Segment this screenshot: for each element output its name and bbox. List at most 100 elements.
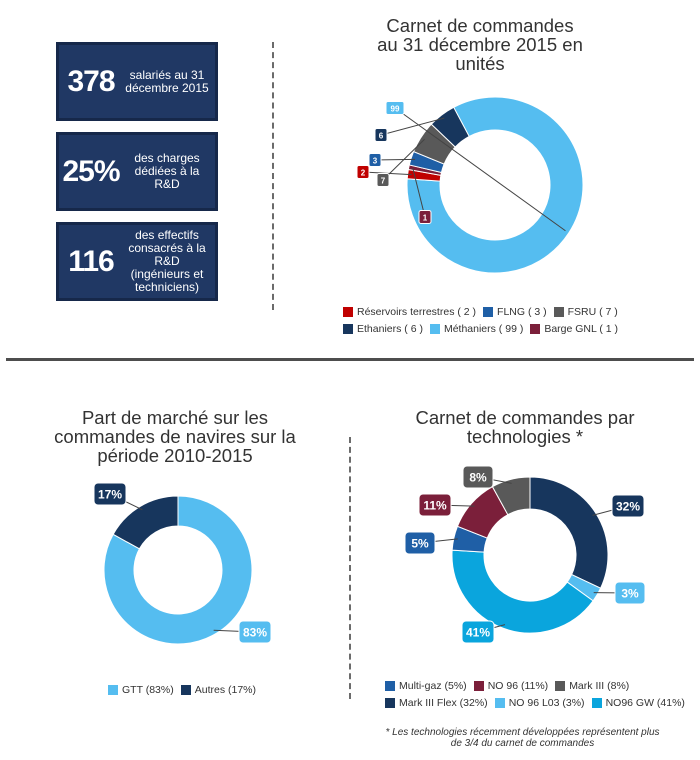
legend-swatch bbox=[108, 684, 118, 695]
data-label: 6 bbox=[379, 132, 384, 141]
legend-item: Barge GNL ( 1 ) bbox=[530, 323, 618, 335]
legend-market-share: GTT (83%) Autres (17%) bbox=[108, 681, 263, 698]
horizontal-divider bbox=[6, 358, 694, 361]
legend-swatch bbox=[494, 697, 505, 708]
stat-box-employees: 378 salariés au 31 décembre 2015 bbox=[56, 42, 218, 121]
legend-item: Méthaniers ( 99 ) bbox=[429, 322, 524, 335]
leader-line bbox=[374, 158, 416, 161]
donut-slice-autres bbox=[112, 495, 179, 550]
stat-value: 116 bbox=[68, 244, 114, 278]
legend-label: GTT (83%) bbox=[122, 683, 174, 696]
donut-chart-market-share: 83% 17% bbox=[93, 482, 272, 645]
data-label-box bbox=[385, 101, 405, 115]
data-label-box bbox=[418, 493, 452, 517]
donut-slice-ethaniers bbox=[430, 106, 470, 148]
vertical-divider-bottom bbox=[349, 437, 351, 699]
legend-swatch bbox=[530, 323, 541, 334]
legend-label: FLNG ( 3 ) bbox=[497, 305, 547, 318]
leader-line bbox=[412, 167, 426, 218]
legend-item: NO 96 L03 (3%) bbox=[494, 696, 585, 709]
data-label: 32% bbox=[616, 500, 640, 514]
data-label: 11% bbox=[423, 499, 447, 513]
legend-label: Méthaniers ( 99 ) bbox=[443, 322, 524, 335]
legend-label: Multi-gaz (5%) bbox=[399, 679, 467, 692]
legend-item: NO96 GW (41%) bbox=[591, 696, 685, 709]
legend-swatch bbox=[429, 323, 440, 334]
data-label: 8% bbox=[469, 471, 487, 485]
data-label: 3% bbox=[621, 587, 639, 601]
data-label-box bbox=[356, 165, 370, 179]
donut-chart-technologies: 5% 11% 8% 32% 3% 41% bbox=[404, 465, 646, 644]
data-label-box bbox=[238, 620, 272, 644]
legend-item: Autres (17%) bbox=[180, 683, 257, 696]
legend-item: Réservoirs terrestres ( 2 ) bbox=[343, 306, 476, 318]
legend-swatch bbox=[343, 323, 353, 334]
leader-line bbox=[394, 107, 566, 232]
legend-label: Mark III Flex (32%) bbox=[399, 696, 488, 709]
data-label-box bbox=[614, 581, 646, 605]
donut-chart-orders-units: 23 7 6 99 1 bbox=[356, 96, 584, 274]
legend-swatch bbox=[385, 680, 395, 691]
stat-label: des charges dédiées à la R&D bbox=[134, 151, 200, 191]
stat-value: 378 bbox=[67, 64, 115, 98]
legend-item: FLNG ( 3 ) bbox=[483, 306, 547, 318]
legend-swatch bbox=[180, 684, 191, 695]
vertical-divider-top bbox=[272, 42, 274, 310]
chart-title: Carnet de commandes au 31 décembre 2015 … bbox=[377, 15, 583, 74]
legend-item: Mark III (8%) bbox=[555, 680, 629, 692]
legend-label: FSRU ( 7 ) bbox=[567, 305, 618, 318]
legend-swatch bbox=[473, 680, 484, 691]
data-label-box bbox=[462, 465, 494, 489]
data-label-box bbox=[93, 482, 127, 506]
leader-line bbox=[382, 138, 425, 181]
legend-label: NO 96 L03 (3%) bbox=[508, 696, 585, 709]
data-label: 99 bbox=[391, 105, 400, 114]
legend-item: Ethaniers ( 6 ) bbox=[343, 323, 423, 335]
data-label: 7 bbox=[381, 177, 386, 186]
data-label: 1 bbox=[423, 214, 428, 223]
legend-label: Autres (17%) bbox=[194, 683, 257, 696]
legend-item: NO 96 (11%) bbox=[473, 679, 549, 692]
chart-title: Part de marché sur les commandes de navi… bbox=[54, 407, 296, 466]
legend-item: Multi-gaz (5%) bbox=[385, 680, 467, 692]
data-label-box bbox=[374, 128, 388, 142]
legend-swatch bbox=[385, 697, 395, 708]
legend-swatch bbox=[591, 697, 602, 708]
legend-technologies: Multi-gaz (5%) NO 96 (11%) Mark III (8%)… bbox=[385, 677, 692, 711]
legend-swatch bbox=[553, 306, 564, 317]
chart-title: Carnet de commandes par technologies * bbox=[415, 407, 635, 447]
stat-box-rd-charges: 25% des charges dédiées à la R&D bbox=[56, 132, 218, 211]
footnote: * Les technologies récemment développées… bbox=[385, 727, 660, 749]
legend-label: Barge GNL ( 1 ) bbox=[544, 322, 619, 335]
data-label-box bbox=[461, 620, 495, 644]
donut-slice-mark-iii-flex bbox=[529, 476, 609, 589]
data-label-box bbox=[376, 173, 390, 187]
data-label-box bbox=[418, 210, 432, 224]
data-label-box bbox=[611, 494, 645, 518]
leader-line bbox=[380, 117, 445, 136]
data-label: 83% bbox=[243, 626, 267, 640]
stat-label: salariés au 31 décembre 2015 bbox=[125, 67, 209, 95]
legend-label: NO 96 (11%) bbox=[487, 679, 549, 692]
legend-swatch bbox=[343, 306, 353, 317]
data-label-box bbox=[368, 153, 382, 167]
data-label: 41% bbox=[466, 626, 490, 640]
legend-label: Réservoirs terrestres ( 2 ) bbox=[357, 305, 477, 318]
legend-swatch bbox=[483, 306, 494, 317]
stat-label: des effectifs consacrés à la R&D (ingéni… bbox=[128, 228, 206, 294]
legend-item: GTT (83%) bbox=[108, 684, 174, 696]
stat-value: 25% bbox=[62, 154, 120, 188]
legend-item: FSRU ( 7 ) bbox=[553, 305, 618, 318]
legend-label: NO96 GW (41%) bbox=[605, 696, 685, 709]
data-label: 3 bbox=[373, 157, 378, 166]
stat-box-rd-staff: 116 des effectifs consacrés à la R&D (in… bbox=[56, 222, 218, 301]
data-label-box bbox=[404, 531, 436, 555]
donut-slice-m-thaniers bbox=[406, 96, 584, 274]
data-label: 5% bbox=[411, 537, 429, 551]
legend-swatch bbox=[555, 680, 566, 691]
donut-slice-no96-gw bbox=[451, 549, 594, 634]
legend-label: Mark III (8%) bbox=[569, 679, 630, 692]
legend-label: Ethaniers ( 6 ) bbox=[357, 322, 423, 335]
legend-item: Mark III Flex (32%) bbox=[385, 697, 488, 709]
legend-orders-units: Réservoirs terrestres ( 2 ) FLNG ( 3 ) F… bbox=[343, 303, 625, 337]
